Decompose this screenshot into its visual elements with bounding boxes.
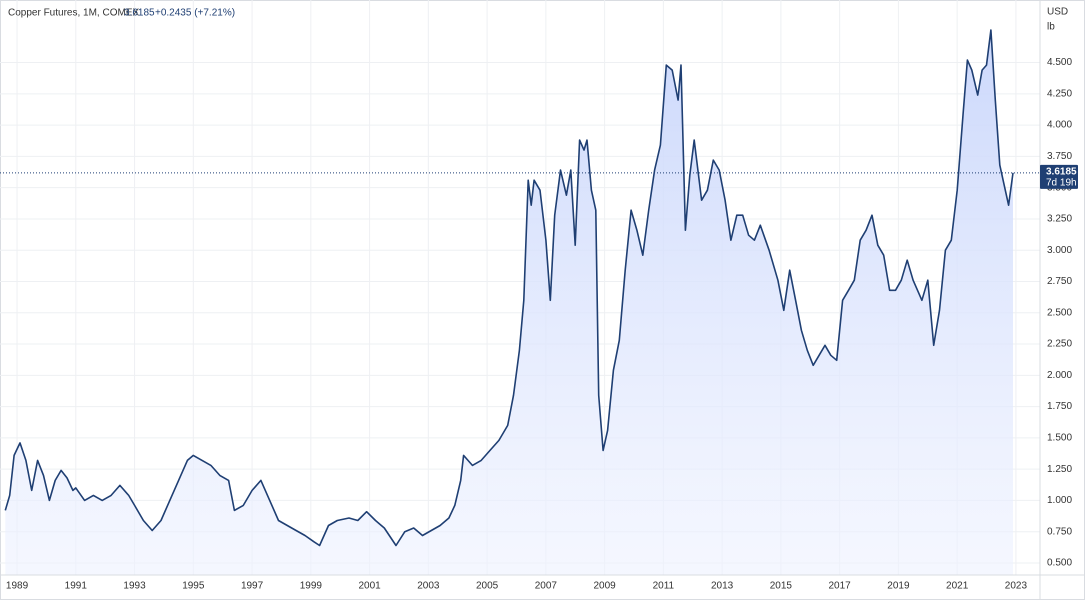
y-tick-label: 3.750 <box>1047 151 1072 162</box>
unit: lb <box>1047 22 1055 33</box>
y-tick-label: 4.000 <box>1047 120 1072 131</box>
x-tick-label: 2001 <box>358 581 381 592</box>
x-tick-label: 2003 <box>417 581 440 592</box>
price-line <box>4 29 1014 547</box>
x-tick-label: 1991 <box>65 581 88 592</box>
x-tick-label: 1997 <box>241 581 264 592</box>
y-tick-label: 1.000 <box>1047 495 1072 506</box>
x-tick-label: 1989 <box>6 581 29 592</box>
y-tick-label: 3.000 <box>1047 245 1072 256</box>
y-tick-label: 0.750 <box>1047 526 1072 537</box>
x-tick-label: 1993 <box>123 581 146 592</box>
x-tick-label: 1999 <box>300 581 323 592</box>
y-tick-label: 0.500 <box>1047 558 1072 569</box>
x-tick-label: 1995 <box>182 581 205 592</box>
currency: USD <box>1047 7 1068 18</box>
x-tick-label: 2013 <box>711 581 734 592</box>
countdown: 7d 19h <box>1046 177 1077 188</box>
x-tick-label: 2019 <box>887 581 910 592</box>
y-tick-label: 1.500 <box>1047 433 1072 444</box>
y-tick-label: 2.750 <box>1047 276 1072 287</box>
x-tick-label: 2005 <box>476 581 499 592</box>
header-change: +0.2435 (+7.21%) <box>155 8 235 19</box>
y-tick-label: 2.500 <box>1047 307 1072 318</box>
y-tick-label: 4.250 <box>1047 88 1072 99</box>
header-price: 3.6185 <box>124 8 155 19</box>
chart-title: Copper Futures, 1M, COMEX <box>8 8 139 19</box>
x-tick-label: 2009 <box>593 581 616 592</box>
y-tick-label: 1.250 <box>1047 464 1072 475</box>
x-tick-label: 2023 <box>1005 581 1028 592</box>
last-price-box <box>1040 164 1078 189</box>
y-tick-label: 2.000 <box>1047 370 1072 381</box>
plot <box>0 29 1040 575</box>
x-tick-label: 2011 <box>653 581 675 592</box>
y-tick-label: 4.500 <box>1047 57 1072 68</box>
area-fill <box>5 30 1014 575</box>
x-tick-label: 2015 <box>770 581 793 592</box>
x-tick-label: 2007 <box>535 581 558 592</box>
y-tick-label: 2.250 <box>1047 339 1072 350</box>
axes: 0.500 0.750 1.000 1.250 1.500 1.750 2.000 2.250… <box>6 57 1078 592</box>
x-tick-label: 2017 <box>829 581 852 592</box>
y-tick-label: 1.750 <box>1047 401 1072 412</box>
y-tick-label: 3.250 <box>1047 214 1072 225</box>
last-price-label: 3.6185 <box>1046 166 1077 177</box>
x-tick-label: 2021 <box>946 581 969 592</box>
